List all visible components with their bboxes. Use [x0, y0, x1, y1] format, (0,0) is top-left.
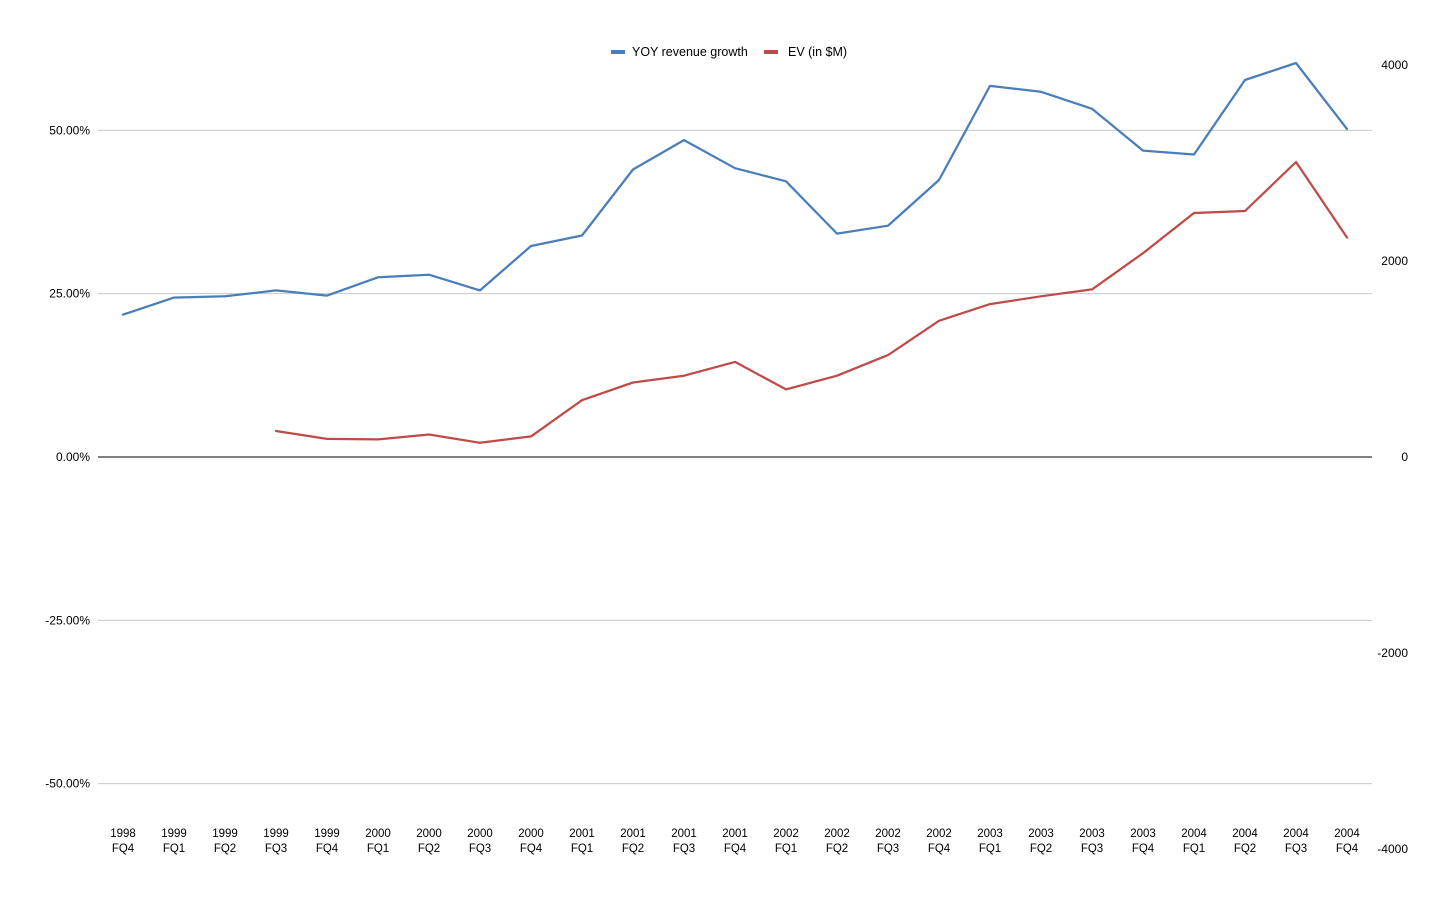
y-right-tick-label: 0: [1401, 450, 1408, 464]
left-axis: 50.00% 25.00% 0.00% -25.00% -50.00%: [45, 123, 90, 790]
x-tick-label-year: 2001: [620, 828, 646, 840]
x-tick-label-quarter: FQ3: [469, 843, 491, 855]
x-tick-label-quarter: FQ2: [1234, 843, 1256, 855]
y-left-tick-label: -25.00%: [45, 613, 90, 627]
x-tick-label-quarter: FQ1: [163, 843, 185, 855]
x-tick-label-year: 1999: [263, 828, 289, 840]
x-tick-label-quarter: FQ3: [877, 843, 899, 855]
series-line-revenue-growth: [121, 61, 1349, 316]
x-tick-label-year: 2000: [416, 828, 442, 840]
x-tick-label-year: 2003: [1079, 828, 1105, 840]
x-tick-label-quarter: FQ4: [1132, 843, 1155, 855]
x-tick-label-year: 2004: [1232, 828, 1258, 840]
legend-swatch: [764, 50, 778, 54]
x-tick-label-year: 1999: [314, 828, 340, 840]
y-left-tick-label: 25.00%: [49, 287, 90, 301]
x-tick-label-quarter: FQ4: [1336, 843, 1359, 855]
y-right-tick-label: 2000: [1381, 254, 1408, 268]
y-left-tick-label: 50.00%: [49, 123, 90, 137]
x-tick-label-quarter: FQ3: [1081, 843, 1103, 855]
legend-swatch: [611, 50, 625, 54]
x-tick-label-year: 2004: [1283, 828, 1309, 840]
legend: YOY revenue growth EV (in $M): [611, 45, 847, 59]
y-right-tick-label: -4000: [1377, 842, 1408, 856]
x-tick-label-quarter: FQ3: [673, 843, 695, 855]
x-tick-label-quarter: FQ1: [571, 843, 593, 855]
x-tick-label-quarter: FQ4: [928, 843, 951, 855]
x-tick-label-year: 2000: [365, 828, 391, 840]
x-tick-label-quarter: FQ1: [1183, 843, 1205, 855]
x-tick-label-quarter: FQ3: [265, 843, 287, 855]
x-tick-label-quarter: FQ1: [367, 843, 389, 855]
x-tick-label-quarter: FQ4: [724, 843, 747, 855]
x-tick-label-quarter: FQ3: [1285, 843, 1307, 855]
y-right-tick-label: 4000: [1381, 58, 1408, 72]
x-tick-label-year: 2001: [569, 828, 595, 840]
x-tick-label-year: 2004: [1334, 828, 1360, 840]
legend-label: EV (in $M): [788, 45, 847, 59]
x-tick-label-quarter: FQ1: [775, 843, 797, 855]
right-axis: 4000 2000 0 -2000 -4000: [1377, 58, 1408, 856]
y-left-tick-label: -50.00%: [45, 777, 90, 791]
x-tick-label-year: 2002: [926, 828, 952, 840]
x-tick-label-year: 1999: [212, 828, 238, 840]
x-tick-label-year: 1999: [161, 828, 187, 840]
x-tick-label-quarter: FQ2: [214, 843, 236, 855]
x-tick-label-quarter: FQ1: [979, 843, 1001, 855]
x-tick-label-quarter: FQ2: [826, 843, 848, 855]
y-right-tick-label: -2000: [1377, 646, 1408, 660]
series-line-ev: [274, 160, 1349, 444]
x-tick-label-year: 2002: [773, 828, 799, 840]
legend-label: YOY revenue growth: [632, 45, 748, 59]
x-tick-label-year: 2001: [671, 828, 697, 840]
x-tick-label-year: 2002: [875, 828, 901, 840]
x-tick-label-quarter: FQ2: [1030, 843, 1052, 855]
x-tick-label-year: 1998: [110, 828, 136, 840]
x-tick-label-year: 2003: [977, 828, 1003, 840]
x-tick-label-year: 2001: [722, 828, 748, 840]
plot-series: [121, 61, 1349, 444]
x-tick-label-quarter: FQ4: [520, 843, 543, 855]
x-tick-label-quarter: FQ2: [622, 843, 644, 855]
x-tick-label-year: 2003: [1028, 828, 1054, 840]
x-tick-label-year: 2000: [467, 828, 493, 840]
x-tick-label-quarter: FQ4: [316, 843, 339, 855]
x-tick-label-quarter: FQ4: [112, 843, 135, 855]
x-tick-label-year: 2003: [1130, 828, 1156, 840]
x-tick-label-year: 2000: [518, 828, 544, 840]
y-left-tick-label: 0.00%: [56, 450, 90, 464]
x-tick-label-year: 2002: [824, 828, 850, 840]
x-tick-label-year: 2004: [1181, 828, 1207, 840]
x-tick-label-quarter: FQ2: [418, 843, 440, 855]
x-axis: 1998 FQ4 1999 FQ1 1999 FQ2 1999 FQ3 1999 FQ4 2000 F…: [110, 828, 1360, 855]
